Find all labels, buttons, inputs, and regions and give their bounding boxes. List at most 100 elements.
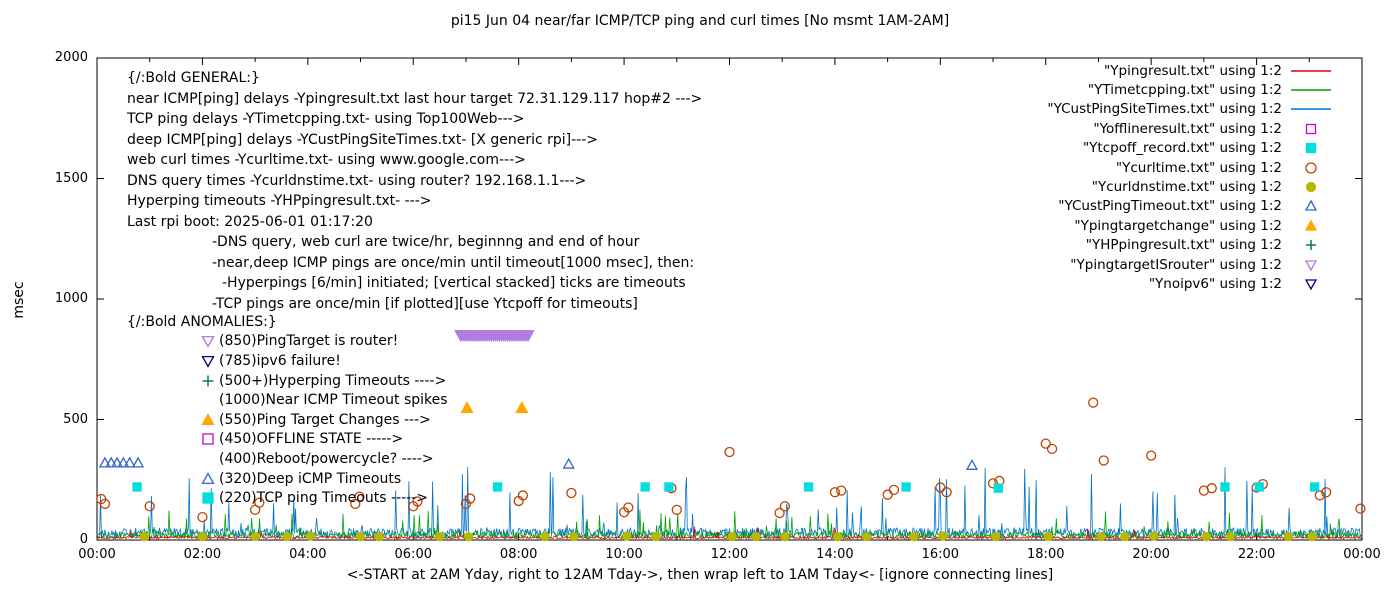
general-line: DNS query times -Ycurldnstime.txt- using… <box>127 172 587 189</box>
legend-square-filled-icon <box>1305 143 1317 154</box>
anomaly-line: (1000)Near ICMP Timeout spikes <box>127 390 448 410</box>
legend-item: "Ytcpoff_record.txt" using 1:2 <box>1047 139 1334 158</box>
triangle-filled-icon <box>200 412 219 428</box>
legend-item: "Yofflineresult.txt" using 1:2 <box>1047 119 1334 138</box>
legend-item: "YpingtargetISrouter" using 1:2 <box>1047 255 1334 274</box>
general-line: -near,deep ICMP pings are once/min until… <box>212 254 695 271</box>
x-tick-label: 22:00 <box>1237 547 1276 562</box>
x-tick-label: 00:00 <box>78 547 116 562</box>
x-tick-label: 00:00 <box>1343 547 1381 562</box>
band-series-YpingtargetISrouter <box>454 330 535 342</box>
anomaly-line: (220)TCP ping Timeouts -----> <box>127 488 448 508</box>
scatter-series-YCustPingTimeout.txt <box>98 456 979 470</box>
anomaly-line: (450)OFFLINE STATE -----> <box>127 430 448 450</box>
legend-label: "Ypingresult.txt" using 1:2 <box>1104 62 1282 79</box>
anomaly-text: (850)PingTarget is router! <box>219 333 399 350</box>
general-line: Last rpi boot: 2025-06-01 01:17:20 <box>127 213 373 230</box>
anomaly-text: (1000)Near ICMP Timeout spikes <box>219 392 448 409</box>
x-tick-label: 04:00 <box>289 547 327 562</box>
legend-item: "YCustPingSiteTimes.txt" using 1:2 <box>1047 100 1334 119</box>
legend-line-sample <box>1291 108 1331 111</box>
anomaly-text: (220)TCP ping Timeouts -----> <box>219 490 428 507</box>
anomaly-text: (500+)Hyperping Timeouts ----> <box>219 372 447 389</box>
x-tick-label: 14:00 <box>816 547 854 562</box>
anomaly-line: (320)Deep iCMP Timeouts <box>127 469 448 489</box>
tri-down-open-icon <box>200 333 219 349</box>
legend-square-open-icon <box>1305 123 1317 135</box>
anomaly-text: (400)Reboot/powercycle? ----> <box>219 450 434 467</box>
scatter-series-Ycurltime.txt <box>96 397 1366 523</box>
legend-label: "Ypingtargetchange" using 1:2 <box>1074 217 1282 234</box>
annotation-anomalies: {/:Bold ANOMALIES:} (850)PingTarget is ro… <box>127 312 448 508</box>
general-line: deep ICMP[ping] delays -YCustPingSiteTim… <box>127 131 598 148</box>
y-tick-label: 500 <box>63 411 88 427</box>
legend-label: "Ycurldnstime.txt" using 1:2 <box>1091 179 1282 196</box>
annotation-general: {/:Bold GENERAL:} near ICMP[ping] delays … <box>127 68 702 314</box>
general-line: near ICMP[ping] delays -Ypingresult.txt … <box>127 90 703 107</box>
general-line: -TCP pings are once/min [if plotted][use… <box>212 295 638 312</box>
anomaly-text: {/:Bold ANOMALIES:} <box>127 313 277 330</box>
anomaly-text: (785)ipv6 failure! <box>219 352 341 369</box>
legend-plus-icon <box>1306 240 1316 251</box>
legend-label: "Ycurltime.txt" using 1:2 <box>1115 159 1282 176</box>
y-tick-label: 0 <box>79 532 88 547</box>
legend-item: "YCustPingTimeout.txt" using 1:2 <box>1047 197 1334 216</box>
general-line: {/:Bold GENERAL:} <box>127 70 260 86</box>
y-tick-label: 2000 <box>54 50 88 65</box>
y-axis-label: msec <box>11 281 27 319</box>
x-tick-label: 20:00 <box>1132 547 1170 562</box>
legend-label: "YHPpingresult.txt" using 1:2 <box>1085 237 1282 254</box>
general-line: -DNS query, web curl are twice/hr, begin… <box>212 234 640 250</box>
triangle-open-icon <box>200 471 219 487</box>
legend-item: "Ycurltime.txt" using 1:2 <box>1047 158 1334 177</box>
anomaly-text: (550)Ping Target Changes ---> <box>219 411 431 428</box>
legend-tri-down-open-icon <box>1304 259 1318 271</box>
x-tick-label: 12:00 <box>710 547 749 562</box>
legend-circle-filled-icon <box>1305 181 1317 193</box>
legend-item: "YTimetcpping.txt" using 1:2 <box>1047 80 1334 99</box>
legend-label: "Ynoipv6" using 1:2 <box>1148 275 1282 292</box>
x-tick-label: 18:00 <box>1027 547 1065 562</box>
legend: "Ypingresult.txt" using 1:2 "YTimetcpping… <box>1047 61 1334 294</box>
x-tick-label: 08:00 <box>499 547 538 562</box>
legend-item: "Ypingresult.txt" using 1:2 <box>1047 61 1334 80</box>
legend-item: "Ycurldnstime.txt" using 1:2 <box>1047 177 1334 196</box>
legend-label: "Yofflineresult.txt" using 1:2 <box>1093 120 1282 137</box>
y-tick-label: 1500 <box>54 170 88 186</box>
x-tick-label: 10:00 <box>605 547 643 562</box>
general-line: -Hyperpings [6/min] initiated; [vertical… <box>222 275 686 291</box>
legend-item: "Ypingtargetchange" using 1:2 <box>1047 216 1334 235</box>
legend-tri-down-open-icon <box>1304 279 1318 291</box>
tri-down-open-icon <box>200 353 219 369</box>
anomaly-text: (450)OFFLINE STATE -----> <box>219 431 404 448</box>
x-tick-label: 06:00 <box>394 547 432 562</box>
y-tick-label: 1000 <box>54 291 88 306</box>
legend-item: "Ynoipv6" using 1:2 <box>1047 274 1334 293</box>
anomaly-line: (550)Ping Target Changes ---> <box>127 410 448 430</box>
anomaly-line: (400)Reboot/powercycle? ----> <box>127 449 448 469</box>
square-filled-icon <box>200 490 219 506</box>
anomaly-line: (850)PingTarget is router! <box>127 332 448 352</box>
general-line: TCP ping delays -YTimetcpping.txt- using… <box>127 111 525 127</box>
x-axis-label: <-START at 2AM Yday, right to 12AM Tday-… <box>346 567 1054 583</box>
square-open-icon <box>200 431 219 447</box>
anomaly-line: {/:Bold ANOMALIES:} <box>127 312 448 332</box>
anomaly-line: (785)ipv6 failure! <box>127 351 448 371</box>
scatter-series-Ytcpoff_record.txt <box>132 482 1320 493</box>
legend-label: "YCustPingTimeout.txt" using 1:2 <box>1058 198 1282 215</box>
legend-label: "YCustPingSiteTimes.txt" using 1:2 <box>1047 101 1282 118</box>
legend-triangle-filled-icon <box>1304 219 1318 231</box>
plus-icon <box>200 373 219 389</box>
legend-label: "Ytcpoff_record.txt" using 1:2 <box>1082 140 1282 157</box>
legend-label: "YpingtargetISrouter" using 1:2 <box>1070 256 1282 273</box>
legend-line-sample <box>1291 89 1331 91</box>
legend-label: "YTimetcpping.txt" using 1:2 <box>1087 82 1282 99</box>
general-line: Hyperping timeouts -YHPpingresult.txt- -… <box>127 193 432 209</box>
scatter-series-Ypingtargetchange <box>460 401 529 413</box>
legend-triangle-open-icon <box>1304 200 1318 212</box>
legend-circle-open-icon <box>1305 161 1317 174</box>
legend-item: "YHPpingresult.txt" using 1:2 <box>1047 236 1334 255</box>
anomaly-line: (500+)Hyperping Timeouts ----> <box>127 371 448 391</box>
